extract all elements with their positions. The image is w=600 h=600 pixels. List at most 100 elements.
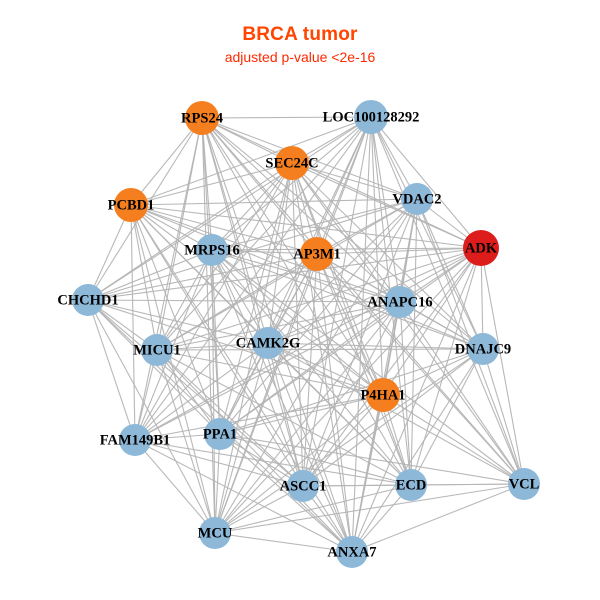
- network-edge: [130, 204, 304, 487]
- network-node-label-ap3m1: AP3M1: [293, 246, 341, 262]
- network-node-camk2g[interactable]: [252, 327, 284, 359]
- network-edge: [130, 116, 372, 206]
- network-edge: [134, 117, 203, 441]
- network-node-label-mrps16: MRPS16: [184, 242, 240, 258]
- network-edge: [156, 342, 269, 351]
- network-edge: [211, 198, 418, 251]
- network-edge: [480, 247, 525, 485]
- network-edge: [382, 348, 484, 396]
- network-edge: [211, 249, 269, 344]
- network-edge: [267, 342, 525, 485]
- network-edge: [130, 204, 136, 441]
- network-edge: [211, 249, 221, 435]
- network-node-label-loc100128292: LOC100128292: [323, 109, 420, 125]
- network-edge: [211, 247, 482, 251]
- network-node-ppa1[interactable]: [204, 418, 236, 450]
- network-edge: [214, 532, 353, 553]
- network-edge: [214, 247, 482, 534]
- network-node-sec24c[interactable]: [275, 146, 309, 180]
- network-edge: [302, 301, 401, 487]
- network-edge: [87, 116, 372, 301]
- network-edge: [351, 348, 484, 553]
- network-edge: [130, 162, 293, 206]
- network-node-ap3m1[interactable]: [300, 237, 334, 271]
- network-edge: [316, 253, 353, 553]
- network-edge: [130, 198, 418, 206]
- network-node-dnajc9[interactable]: [467, 333, 499, 365]
- network-node-label-rps24: RPS24: [181, 110, 223, 126]
- network-node-loc100128292[interactable]: [354, 100, 388, 134]
- network-edge: [219, 301, 401, 435]
- network-edge: [370, 116, 525, 485]
- network-edge: [130, 204, 216, 534]
- network-edge: [211, 249, 216, 534]
- network-node-mcu[interactable]: [199, 517, 231, 549]
- network-edge: [370, 116, 384, 396]
- network-edge: [351, 116, 372, 553]
- network-edge: [214, 484, 412, 534]
- network-edge: [399, 301, 412, 486]
- network-edge: [291, 162, 304, 487]
- network-edge: [214, 348, 484, 534]
- network-edge: [382, 394, 525, 485]
- network-edge: [156, 349, 412, 486]
- network-node-ecd[interactable]: [395, 469, 427, 501]
- network-edge: [130, 204, 384, 396]
- network-node-anxa7[interactable]: [336, 536, 368, 568]
- network-edge: [134, 439, 353, 553]
- network-edge: [267, 342, 353, 553]
- network-edge: [156, 253, 318, 351]
- network-edge: [316, 253, 384, 396]
- network-edge: [201, 117, 304, 487]
- network-node-label-anxa7: ANXA7: [327, 544, 376, 560]
- network-edge: [382, 247, 482, 396]
- network-node-vdac2[interactable]: [401, 183, 433, 215]
- network-edge: [219, 198, 418, 435]
- network-node-vcl[interactable]: [508, 468, 540, 500]
- network-edge: [211, 249, 304, 487]
- label-layer: RPS24 LOC100128292 SEC24C VDAC2 PCBD1 MRPS16 A…: [57, 109, 539, 560]
- network-edge: [87, 299, 401, 303]
- network-edge: [219, 433, 412, 486]
- network-edge: [214, 483, 525, 534]
- network-edge: [214, 301, 401, 534]
- network-edge: [156, 349, 353, 553]
- network-edge: [156, 249, 213, 351]
- network-edge: [267, 342, 304, 487]
- network-node-adk[interactable]: [463, 230, 499, 266]
- network-edge: [130, 117, 203, 206]
- network-edge: [87, 299, 136, 441]
- network-node-label-sec24c: SEC24C: [265, 155, 318, 171]
- network-edge: [399, 301, 525, 485]
- network-edge: [370, 116, 482, 249]
- network-node-label-ppa1: PPA1: [203, 426, 237, 442]
- network-edge: [201, 116, 372, 119]
- network-edge: [302, 247, 482, 487]
- network-node-micu1[interactable]: [141, 334, 173, 366]
- network-node-chchd1[interactable]: [72, 284, 104, 316]
- network-node-pcbd1[interactable]: [114, 188, 148, 222]
- network-edge: [410, 348, 484, 486]
- network-node-label-p4ha1: P4HA1: [360, 387, 405, 403]
- network-edge: [316, 247, 482, 255]
- network-node-p4ha1[interactable]: [366, 378, 400, 412]
- network-edge: [87, 299, 221, 435]
- network-edge: [134, 301, 401, 441]
- network-edge: [134, 253, 318, 441]
- network-node-ascc1[interactable]: [287, 470, 319, 502]
- network-edge: [267, 342, 484, 350]
- network-edge: [156, 349, 221, 435]
- network-node-rps24[interactable]: [185, 101, 219, 135]
- network-edge: [214, 253, 318, 534]
- network-node-label-adk: ADK: [465, 240, 498, 256]
- network-edge: [214, 394, 384, 534]
- network-edge: [87, 299, 216, 534]
- network-edge: [219, 342, 269, 435]
- network-node-anapc16[interactable]: [384, 286, 416, 318]
- network-node-label-camk2g: CAMK2G: [236, 335, 300, 351]
- network-node-mrps16[interactable]: [196, 234, 228, 266]
- network-edge: [219, 247, 482, 435]
- network-edge: [156, 349, 384, 396]
- network-edge: [156, 349, 216, 534]
- network-node-fam149b1[interactable]: [119, 424, 151, 456]
